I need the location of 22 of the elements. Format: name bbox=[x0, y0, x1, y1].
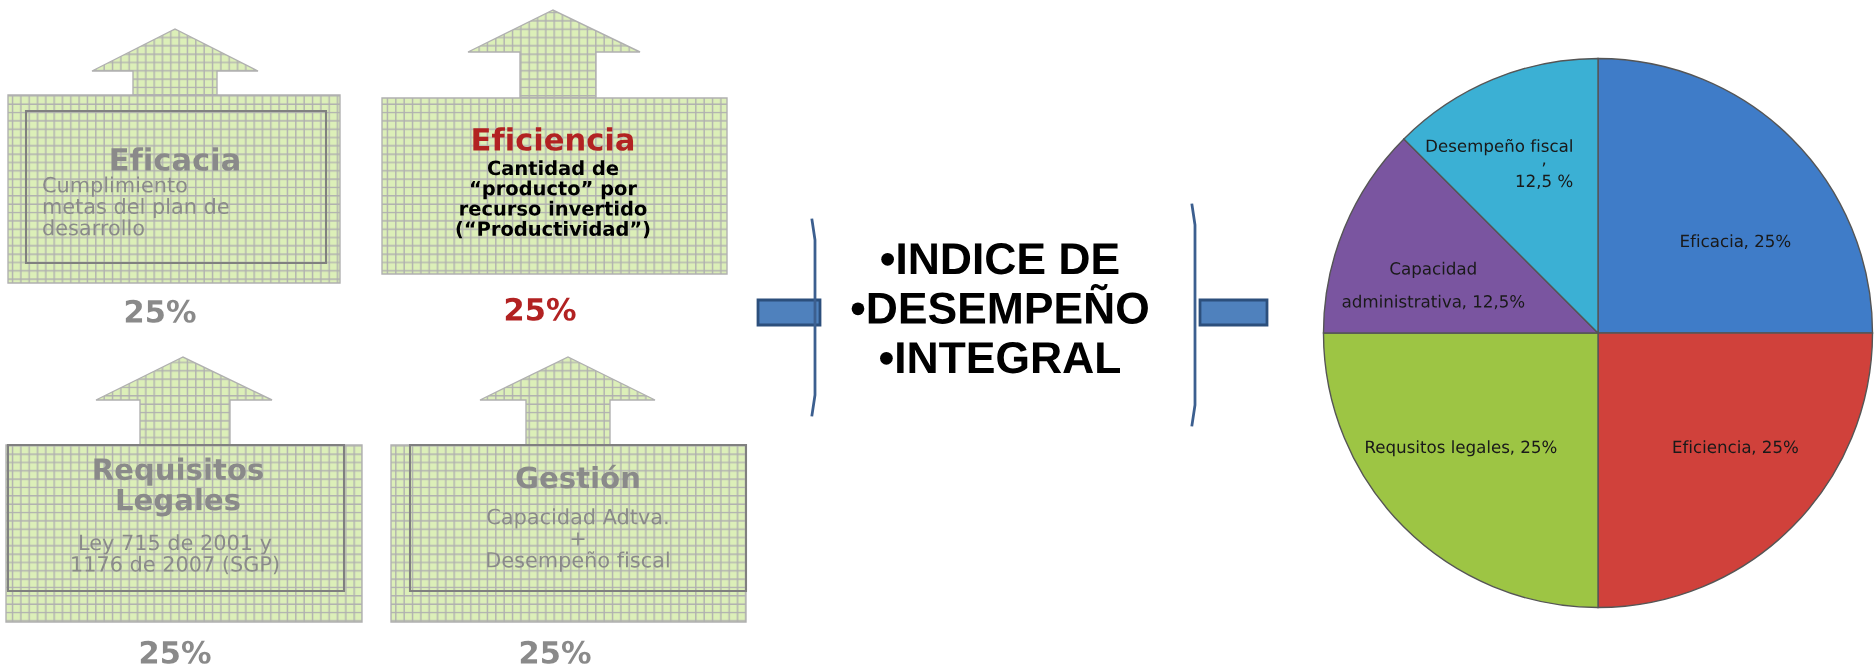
data-label: , 25% bbox=[1752, 440, 1798, 455]
text: 25% bbox=[520, 640, 591, 664]
data-label: , 25% bbox=[1510, 440, 1557, 455]
slice-label: Eficiencia bbox=[1673, 440, 1751, 454]
text: Capacidad Adtva. + Desempeño fiscal bbox=[487, 508, 669, 572]
text: Cumplimiento metas del plan de desarrollo bbox=[43, 176, 229, 236]
data-label: , 12,5 % bbox=[1516, 162, 1573, 189]
text: Eficiencia bbox=[473, 127, 634, 151]
text: Ley 715 de 2001 y 1176 de 2007 (SGP) bbox=[72, 534, 279, 575]
slice-label: Eficacia bbox=[1681, 234, 1743, 248]
text: Eficacia bbox=[111, 147, 239, 171]
slice-label: Desempeño fiscal bbox=[1426, 138, 1572, 156]
data-label: , 25% bbox=[1744, 234, 1791, 249]
text: Requisitos Legales bbox=[94, 457, 263, 517]
text: •INDICE DE •DESEMPEÑO •INTEGRAL bbox=[851, 242, 1148, 374]
text: Cantidad de “producto” por recurso invertido (“Productividad”) bbox=[456, 160, 650, 239]
slice-label: Requsitos legales bbox=[1366, 440, 1510, 457]
text: 25% bbox=[140, 640, 211, 664]
text: 25% bbox=[125, 299, 196, 323]
data-label: , 12,5% bbox=[1462, 295, 1525, 310]
text: Gestión bbox=[516, 464, 639, 489]
text: 25% bbox=[505, 297, 576, 321]
